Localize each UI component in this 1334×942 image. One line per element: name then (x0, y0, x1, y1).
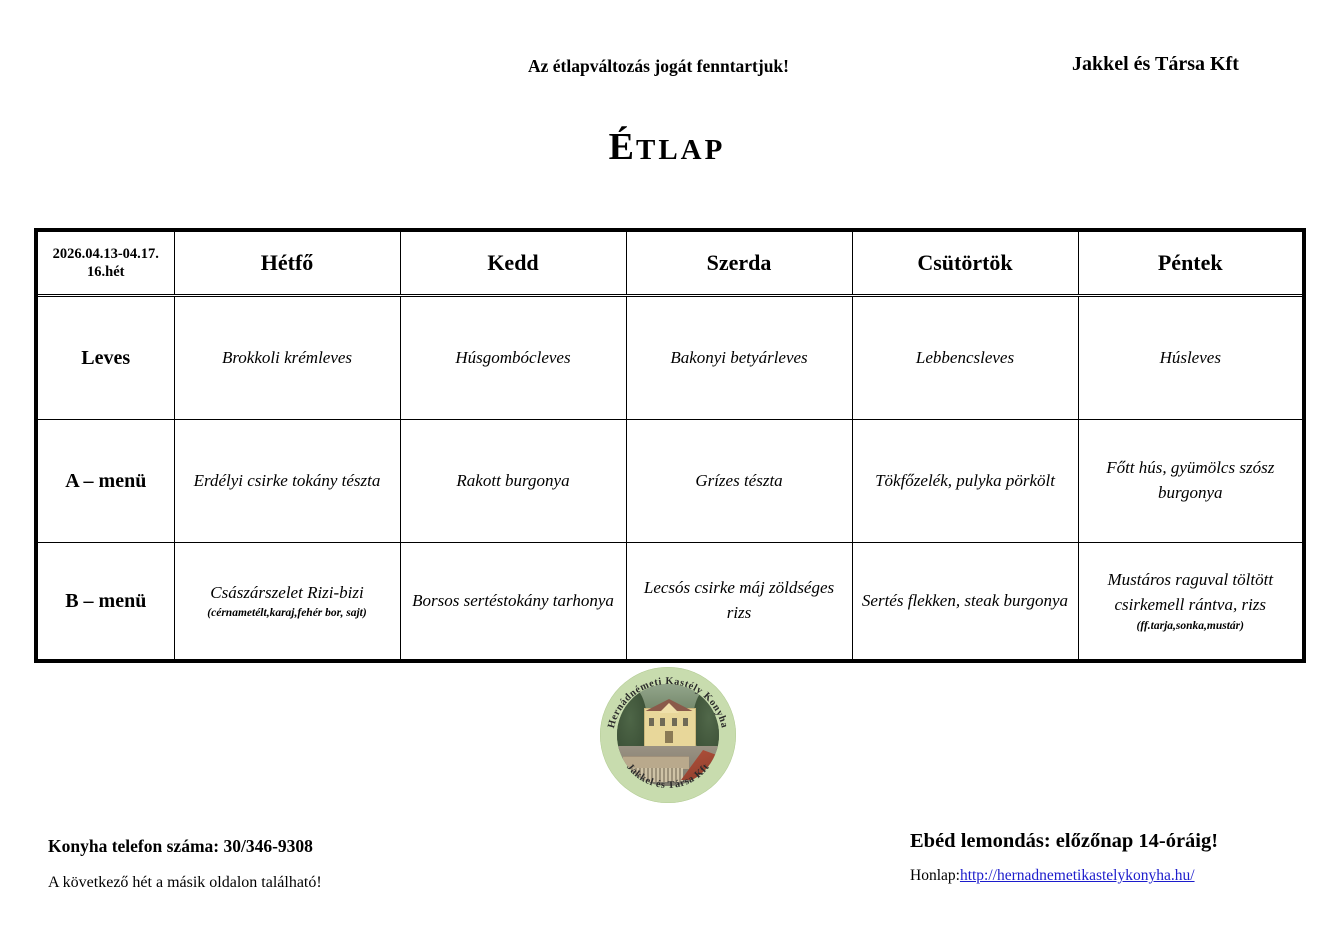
website-label: Honlap: (910, 867, 960, 884)
page-title: ÉTLAP (0, 128, 1334, 166)
dish-main: Húsleves (1159, 347, 1221, 367)
window-icon (649, 718, 654, 726)
company-name: Jakkel és Társa Kft (1072, 53, 1239, 75)
menu-table-container: 2026.04.13-04.17. 16.hét Hétfő Kedd Szer… (34, 228, 1306, 663)
kitchen-phone: Konyha telefon száma: 30/346-9308 (48, 836, 313, 856)
website-link[interactable]: http://hernadnemetikastelykonyha.hu/ (959, 867, 1195, 884)
dish-ingredients: (ff.tarja,sonka,mustár) (1136, 619, 1244, 632)
cancellation-notice: Ebéd lemondás: előzőnap 14-óráig! (910, 830, 1219, 852)
logo-fence (625, 768, 683, 782)
dish-b-tuesday: Borsos sertéstokány tarhonya (399, 542, 627, 662)
dish-a-friday: Főtt hús, gyümölcs szósz burgonya (1077, 419, 1305, 543)
dish-soup-friday: Húsleves (1077, 295, 1305, 420)
dish-ingredients: (cérnametélt,karaj,fehér bor, sajt) (207, 607, 367, 620)
dish-main: Tökfőzelék, pulyka pörkölt (875, 470, 1055, 490)
dish-main: Császárszelet Rizi-bizi (210, 582, 364, 602)
dish-soup-thursday: Lebbencsleves (851, 295, 1079, 420)
dish-main: Lecsós csirke máj zöldséges rizs (643, 578, 835, 622)
period-dates: 2026.04.13-04.17. (52, 245, 159, 262)
website-line: Honlap:http://hernadnemetikastelykonyha.… (910, 867, 1310, 885)
disclaimer-text: Az étlapváltozás jogát fenntartjuk! (528, 56, 789, 76)
table-header-row: 2026.04.13-04.17. 16.hét Hétfő Kedd Szer… (35, 229, 1305, 297)
dish-main: Főtt hús, gyümölcs szósz burgonya (1106, 458, 1275, 502)
logo-ring-text: Hernádnémeti Kastély Konyha Jakkel és Tá… (606, 676, 730, 791)
logo-top-textpath: Hernádnémeti Kastély Konyha (606, 676, 729, 730)
logo-terrace (623, 756, 689, 769)
dish-main: Sertés flekken, steak burgonya (861, 590, 1069, 610)
dish-b-wednesday: Lecsós csirke máj zöldséges rizs (625, 542, 853, 662)
row-label-menu-b: B – menü (35, 542, 175, 662)
menu-table: 2026.04.13-04.17. 16.hét Hétfő Kedd Szer… (34, 228, 1306, 663)
table-row-menu-b: B – menü Császárszelet Rizi-bizi (cérnam… (35, 542, 1305, 662)
dish-soup-tuesday: Húsgombócleves (399, 295, 627, 420)
logo-bottom-textpath: Jakkel és Társa Kft (624, 762, 711, 791)
logo-bottom-text: Jakkel és Társa Kft (624, 762, 712, 791)
dish-main: Mustáros raguval töltött csirkemell ránt… (1107, 570, 1274, 615)
dish-a-monday: Erdélyi csirke tokány tészta (173, 419, 401, 543)
dish-main: Grízes tészta (695, 470, 783, 490)
dish-main: Rakott burgonya (456, 470, 570, 490)
table-row-soup: Leves Brokkoli krémleves Húsgombócleves … (35, 295, 1305, 420)
logo-photo-manor-house (617, 684, 719, 786)
dish-main: Brokkoli krémleves (221, 347, 353, 367)
dish-main: Húsgombócleves (455, 347, 571, 367)
dish-a-tuesday: Rakott burgonya (399, 419, 627, 543)
day-header-friday: Péntek (1077, 229, 1305, 297)
day-header-thursday: Csütörtök (851, 229, 1079, 297)
day-header-wednesday: Szerda (625, 229, 853, 297)
page-title-initial: É (608, 126, 636, 168)
row-label-soup: Leves (35, 295, 175, 420)
dish-a-wednesday: Grízes tészta (625, 419, 853, 543)
dish-b-monday: Császárszelet Rizi-bizi (cérnametélt,kar… (173, 542, 401, 662)
day-header-tuesday: Kedd (399, 229, 627, 297)
dish-main: Borsos sertéstokány tarhonya (412, 590, 614, 610)
dish-soup-monday: Brokkoli krémleves (173, 295, 401, 420)
footer-right: Ebéd lemondás: előzőnap 14-óráig! Honlap… (910, 830, 1310, 885)
dish-main: Bakonyi betyárleves (670, 347, 808, 367)
dish-soup-wednesday: Bakonyi betyárleves (625, 295, 853, 420)
page-title-rest: TLAP (636, 134, 726, 166)
dish-b-thursday: Sertés flekken, steak burgonya (851, 542, 1079, 662)
period-cell: 2026.04.13-04.17. 16.hét (35, 229, 175, 297)
next-week-note: A következő hét a másik oldalon találhat… (48, 874, 322, 891)
door-icon (665, 731, 673, 743)
day-header-monday: Hétfő (173, 229, 401, 297)
company-logo: Hernádnémeti Kastély Konyha Jakkel és Tá… (600, 667, 736, 803)
window-icon (683, 718, 688, 726)
top-banner: Az étlapváltozás jogát fenntartjuk! Jakk… (0, 53, 1334, 80)
dish-main: Erdélyi csirke tokány tészta (193, 470, 381, 490)
logo-top-text: Hernádnémeti Kastély Konyha (606, 676, 730, 730)
dish-a-thursday: Tökfőzelék, pulyka pörkölt (851, 419, 1079, 543)
manor-house-gable (659, 703, 679, 713)
period-week: 16.hét (87, 264, 125, 280)
table-row-menu-a: A – menü Erdélyi csirke tokány tészta Ra… (35, 419, 1305, 543)
window-icon (672, 718, 677, 726)
tree-right-icon (693, 688, 719, 754)
dish-main: Lebbencsleves (915, 347, 1015, 367)
dish-b-friday: Mustáros raguval töltött csirkemell ránt… (1077, 542, 1305, 662)
row-label-menu-a: A – menü (35, 419, 175, 543)
footer-left: Konyha telefon száma: 30/346-9308 A köve… (48, 836, 608, 892)
window-icon (660, 718, 665, 726)
